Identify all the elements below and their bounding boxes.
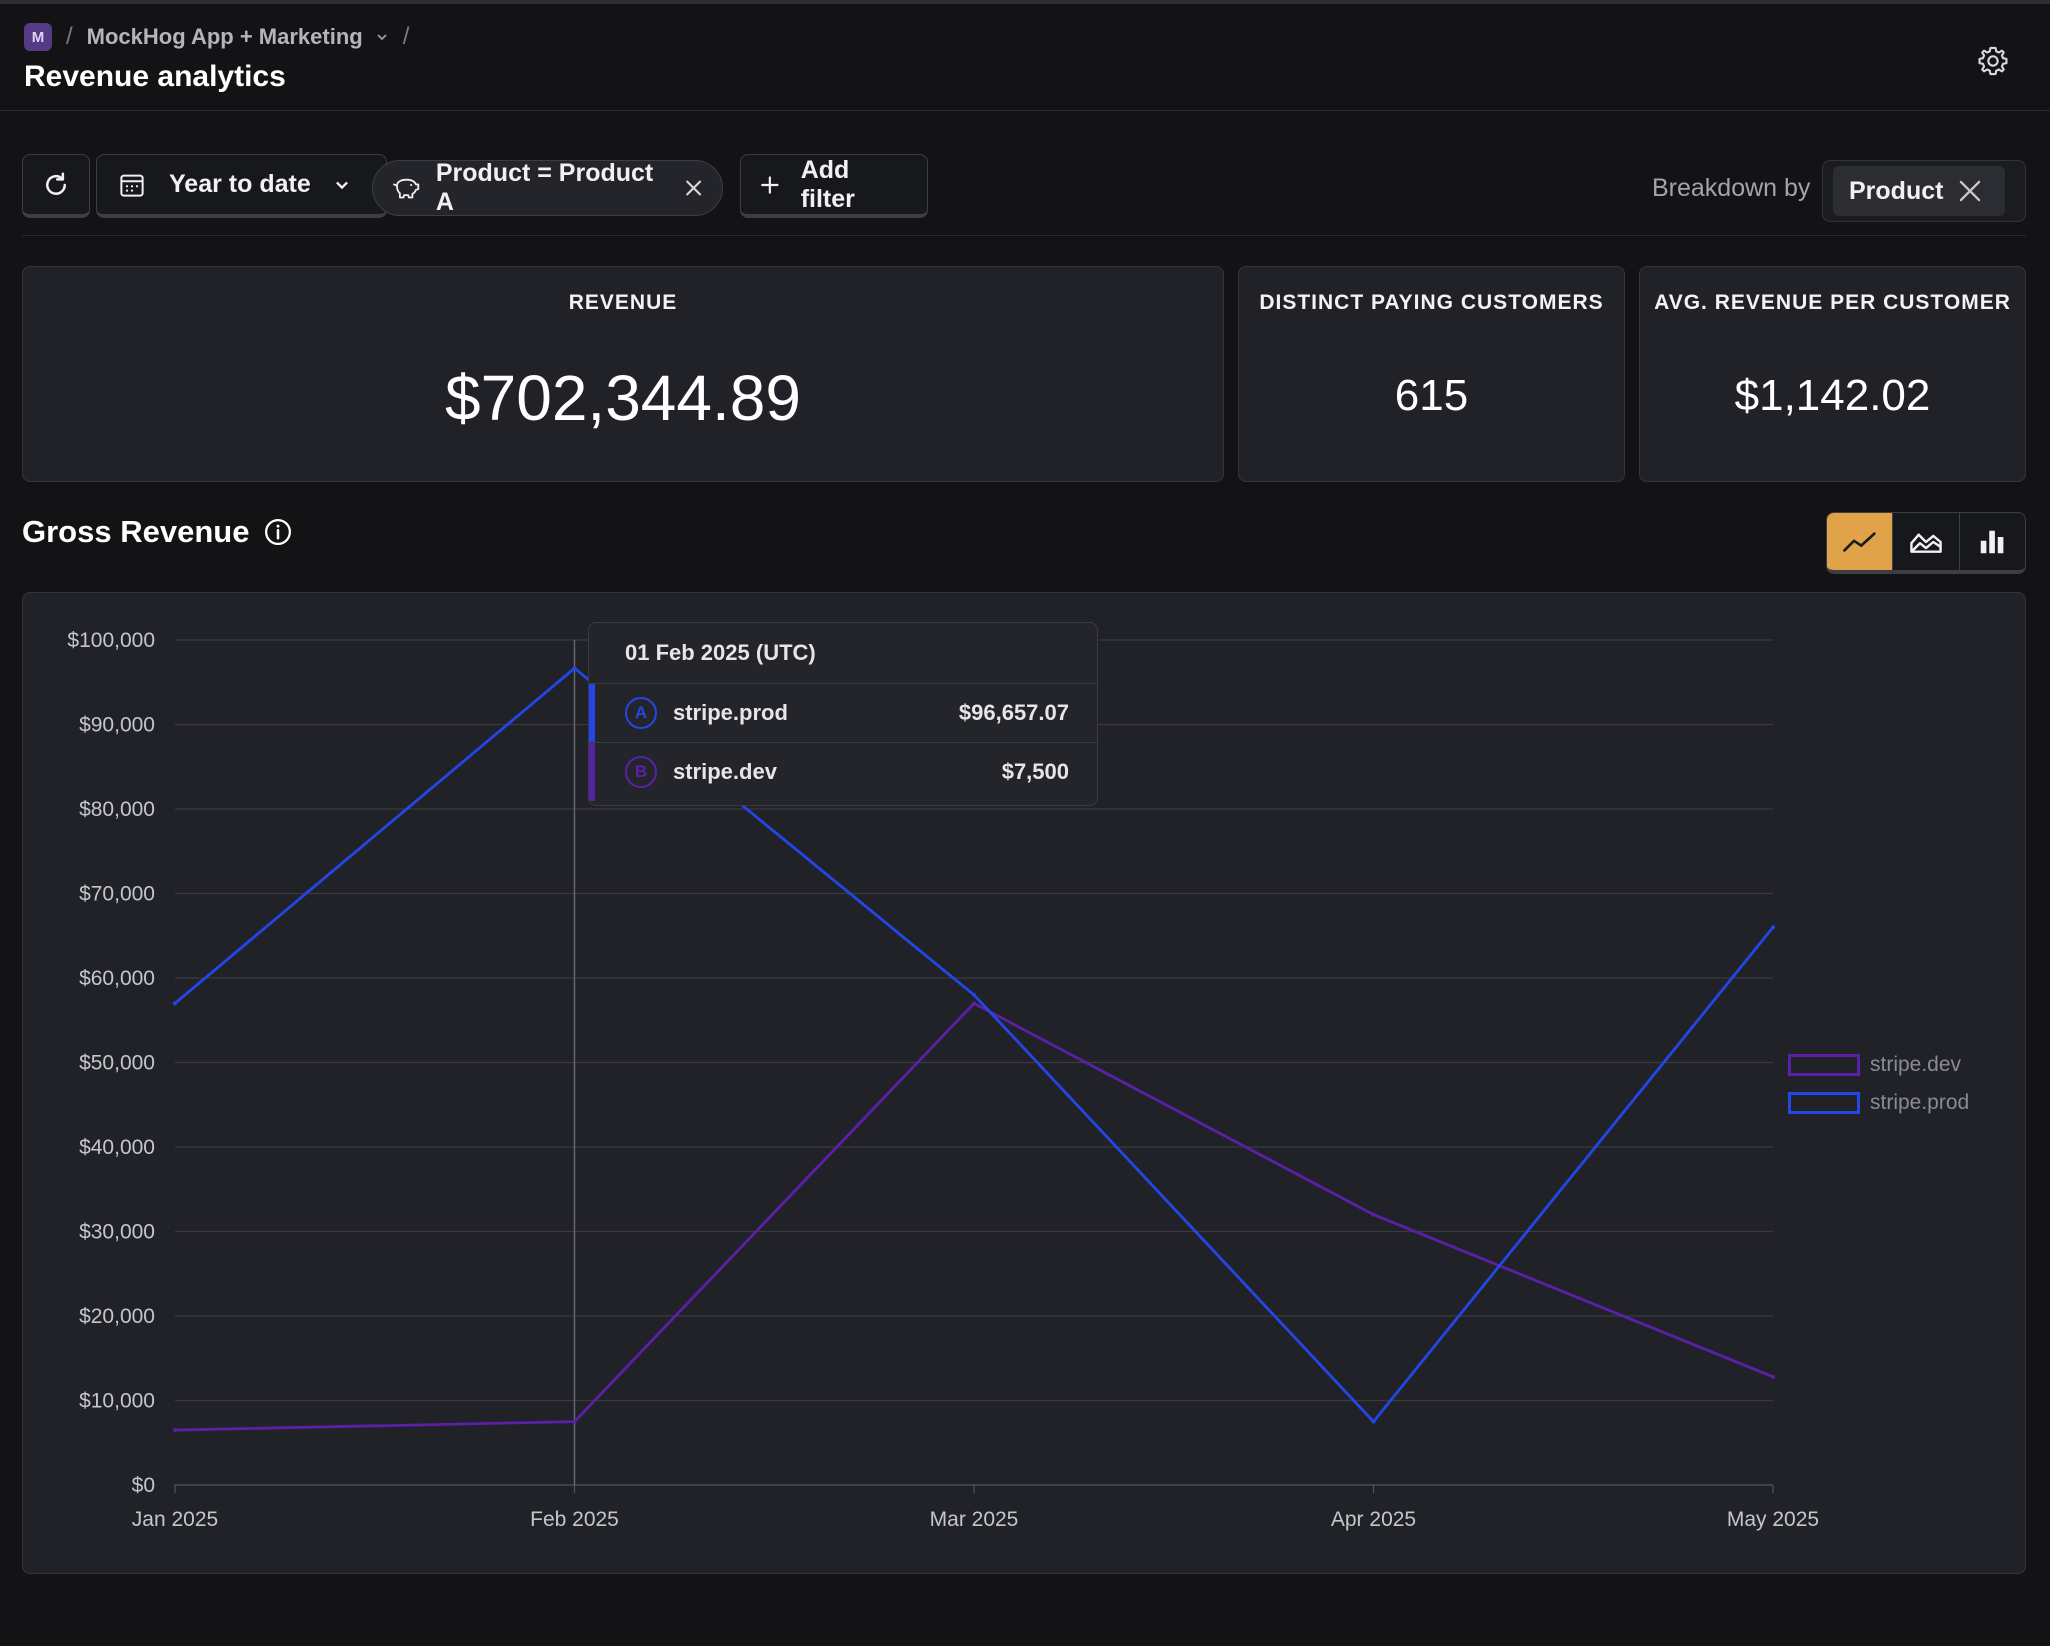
- plus-icon: [761, 175, 779, 194]
- tooltip-series-name: stripe.dev: [673, 759, 777, 784]
- tooltip-series-value: $96,657.07: [958, 700, 1069, 725]
- legend-label: stripe.prod: [1870, 1091, 1970, 1114]
- series-badge: B: [625, 756, 657, 788]
- legend-label: stripe.dev: [1870, 1053, 1962, 1076]
- y-tick-label: $60,000: [79, 967, 155, 990]
- y-tick-label: $0: [132, 1474, 155, 1497]
- project-switcher[interactable]: MockHog App + Marketing: [87, 24, 389, 50]
- tooltip-series-bar: [589, 743, 595, 801]
- piggy-bank-icon: [393, 178, 420, 199]
- y-tick-label: $70,000: [79, 883, 155, 906]
- line-chart-button[interactable]: [1827, 513, 1894, 570]
- page-header: M / MockHog App + Marketing / Revenue an…: [0, 4, 2050, 111]
- calendar-icon: [120, 174, 144, 197]
- kpi-value: $1,142.02: [1734, 371, 1931, 420]
- refresh-icon: [46, 172, 66, 195]
- product-filter-pill[interactable]: Product = Product A: [372, 159, 723, 216]
- tooltip-date: 01 Feb 2025 (UTC): [589, 623, 1097, 684]
- y-tick-label: $90,000: [79, 714, 155, 737]
- kpi-card-avg-revenue: AVG. REVENUE PER CUSTOMER $1,142.02: [1639, 266, 2026, 482]
- chart-section-title: Gross Revenue: [22, 514, 293, 550]
- page-title: Revenue analytics: [24, 60, 286, 93]
- legend-swatch: [1788, 1054, 1860, 1076]
- close-icon[interactable]: [683, 177, 704, 199]
- breakdown-label: Breakdown by: [1652, 174, 1811, 202]
- tooltip-series-value: $7,500: [1001, 759, 1069, 784]
- date-range-label: Year to date: [169, 170, 311, 198]
- kpi-title: AVG. REVENUE PER CUSTOMER: [1654, 291, 2011, 314]
- project-avatar[interactable]: M: [24, 23, 52, 51]
- data-point-stripe-prod: [572, 666, 577, 671]
- project-name: MockHog App + Marketing: [86, 24, 363, 49]
- y-tick-label: $10,000: [79, 1390, 155, 1413]
- area-chart-icon: [1910, 533, 1942, 553]
- legend-item-stripe-dev[interactable]: stripe.dev: [1788, 1046, 1969, 1084]
- kpi-title: REVENUE: [568, 291, 678, 314]
- data-point-stripe-prod: [1771, 925, 1775, 930]
- x-tick-label: Apr 2025: [1331, 1508, 1416, 1531]
- chevron-down-icon: [377, 34, 387, 41]
- x-tick-label: Mar 2025: [930, 1508, 1019, 1531]
- kpi-card-revenue: REVENUE $702,344.89: [22, 266, 1224, 482]
- y-tick-label: $100,000: [67, 629, 155, 652]
- tooltip-row-stripe-dev: B stripe.dev $7,500: [589, 743, 1097, 801]
- breakdown-select[interactable]: Product: [1822, 160, 2026, 222]
- chevron-down-icon: [335, 181, 348, 189]
- x-tick-label: May 2025: [1727, 1508, 1819, 1531]
- window-top-border: [0, 0, 2050, 4]
- y-tick-label: $30,000: [79, 1221, 155, 1244]
- kpi-title: DISTINCT PAYING CUSTOMERS: [1259, 291, 1604, 314]
- breakdown-tag: Product: [1833, 166, 2005, 216]
- bar-chart-button[interactable]: [1960, 513, 2025, 570]
- data-point-stripe-dev: [173, 1428, 177, 1433]
- chart-legend: stripe.dev stripe.prod: [1788, 1046, 1969, 1122]
- series-badge: A: [625, 697, 657, 729]
- data-point-stripe-dev: [1771, 1374, 1775, 1379]
- data-point-stripe-prod: [972, 992, 976, 997]
- chart-tooltip: 01 Feb 2025 (UTC) A stripe.prod $96,657.…: [588, 622, 1098, 806]
- date-range-select[interactable]: Year to date: [96, 154, 387, 218]
- bar-chart-icon: [1981, 530, 2004, 553]
- tooltip-series-bar: [589, 684, 595, 742]
- refresh-button[interactable]: [22, 154, 90, 218]
- chart-title: Gross Revenue: [22, 514, 250, 549]
- y-tick-label: $20,000: [79, 1305, 155, 1328]
- gross-revenue-line-chart[interactable]: $0 $10,000 $20,000 $30,000 $40,000 $50,000 $60…: [23, 593, 2027, 1575]
- x-tick-label: Feb 2025: [530, 1508, 619, 1531]
- line-chart-icon: [1842, 531, 1876, 552]
- series-line-stripe-dev: [174, 1001, 1774, 1432]
- gear-icon[interactable]: [1976, 44, 2010, 78]
- kpi-card-distinct-customers: DISTINCT PAYING CUSTOMERS 615: [1238, 266, 1625, 482]
- kpi-value: $702,344.89: [445, 362, 801, 434]
- add-filter-label: Add filter: [800, 155, 855, 213]
- x-tick-label: Jan 2025: [132, 1508, 218, 1531]
- filter-label: Product = Product A: [435, 159, 654, 216]
- data-point-stripe-dev: [572, 1419, 577, 1424]
- data-point-stripe-prod: [1371, 1419, 1376, 1424]
- close-icon[interactable]: [1957, 178, 1983, 204]
- legend-item-stripe-prod[interactable]: stripe.prod: [1788, 1084, 1969, 1122]
- tooltip-series-name: stripe.prod: [673, 700, 788, 725]
- legend-swatch: [1788, 1092, 1860, 1114]
- info-icon[interactable]: [263, 517, 293, 547]
- breakdown-value: Product: [1849, 176, 1944, 205]
- breadcrumb: M / MockHog App + Marketing /: [24, 20, 409, 54]
- kpi-value: 615: [1394, 371, 1469, 420]
- add-filter-button[interactable]: Add filter: [740, 154, 928, 218]
- y-tick-label: $80,000: [79, 798, 155, 821]
- data-point-stripe-dev: [1371, 1212, 1376, 1217]
- breadcrumb-separator: /: [402, 23, 410, 50]
- area-chart-button[interactable]: [1893, 513, 1960, 570]
- data-point-stripe-dev: [972, 1001, 976, 1006]
- y-tick-label: $50,000: [79, 1052, 155, 1075]
- breadcrumb-separator: /: [66, 23, 73, 50]
- y-tick-label: $40,000: [79, 1136, 155, 1159]
- data-point-stripe-prod: [173, 1001, 177, 1006]
- chart-type-toggle: [1826, 512, 2026, 574]
- filter-toolbar: Year to date Product = Product A Add fil…: [22, 152, 2026, 236]
- tooltip-row-stripe-prod: A stripe.prod $96,657.07: [589, 684, 1097, 743]
